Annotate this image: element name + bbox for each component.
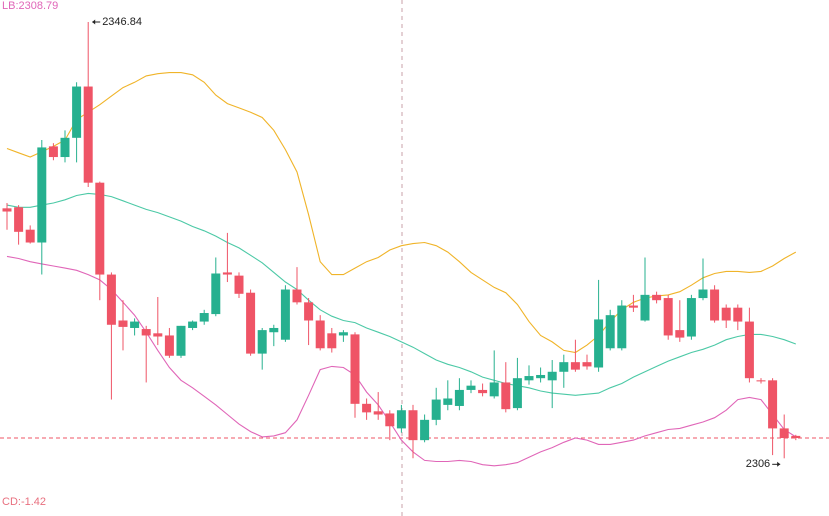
- candle-body: [768, 380, 778, 429]
- candle-body: [640, 294, 650, 321]
- candle-body: [628, 305, 638, 308]
- candle-body: [72, 86, 82, 138]
- candle-body: [721, 307, 731, 321]
- candle-body: [756, 380, 766, 382]
- candle-body: [547, 371, 557, 381]
- candle-body: [60, 137, 70, 158]
- candle-body: [373, 411, 383, 415]
- candle-body: [25, 229, 35, 243]
- candle-body: [95, 182, 105, 275]
- candle-body: [675, 330, 685, 338]
- candle-body: [211, 273, 221, 315]
- candle-body: [443, 398, 453, 405]
- candle-body: [141, 329, 151, 336]
- max-label: 2346.84: [102, 16, 142, 28]
- candle-body: [617, 305, 627, 349]
- candle-body: [153, 333, 163, 337]
- candle-body: [199, 313, 209, 322]
- candle-body: [733, 307, 743, 322]
- candle-body: [779, 428, 789, 439]
- candle-body: [524, 376, 534, 381]
- candle-body: [466, 385, 476, 390]
- candle-body: [130, 321, 140, 328]
- candle-body: [686, 298, 696, 337]
- min-label: 2306: [746, 458, 770, 470]
- candle-body: [489, 382, 499, 397]
- candle-body: [582, 362, 592, 367]
- candle-body: [744, 321, 754, 379]
- candle-body: [559, 362, 569, 372]
- candle-body: [257, 330, 267, 354]
- candle-body: [338, 332, 348, 336]
- max-arrow-head: [92, 19, 96, 25]
- candle-body: [652, 294, 662, 301]
- band-line: [6, 72, 797, 354]
- candle-body: [663, 298, 673, 336]
- candle-body: [48, 146, 58, 158]
- candle-body: [246, 292, 256, 354]
- candle-body: [222, 272, 232, 275]
- candle-body: [385, 413, 395, 427]
- candle-body: [698, 289, 708, 299]
- band-line: [6, 255, 797, 467]
- candle-body: [327, 333, 337, 349]
- candle-body: [269, 327, 279, 333]
- candle-body: [37, 147, 47, 243]
- candle-body: [14, 207, 24, 232]
- candle-body: [176, 325, 186, 356]
- indicator-label: LB:2308.79: [2, 0, 58, 12]
- min-arrow-head: [777, 461, 781, 467]
- candle-body: [280, 289, 290, 340]
- candle-body: [234, 275, 244, 294]
- candle-body: [83, 86, 93, 183]
- candle-body: [570, 362, 580, 370]
- candle-body: [362, 403, 372, 413]
- candle-body: [791, 435, 801, 439]
- candle-body: [164, 335, 174, 356]
- candle-body: [315, 320, 325, 349]
- candle-body: [431, 399, 441, 420]
- candle-body: [118, 320, 128, 327]
- oscillator-label: CD:-1.42: [2, 496, 46, 508]
- candle-body: [292, 289, 302, 303]
- candle-body: [2, 208, 12, 212]
- candle-body: [478, 389, 488, 394]
- candle-body: [454, 389, 464, 406]
- candle-body: [605, 315, 615, 349]
- candle-body: [710, 289, 720, 321]
- candle-body: [408, 410, 418, 441]
- candle-body: [420, 419, 430, 441]
- band-line: [6, 192, 796, 396]
- candle-body: [106, 274, 116, 325]
- candle-body: [396, 410, 406, 429]
- candle-body: [188, 321, 198, 328]
- candle-body: [512, 378, 522, 409]
- candle-body: [594, 319, 604, 368]
- candle-body: [536, 374, 546, 379]
- candle-body: [350, 334, 360, 404]
- candle-body: [501, 382, 511, 410]
- candle-body: [304, 302, 314, 321]
